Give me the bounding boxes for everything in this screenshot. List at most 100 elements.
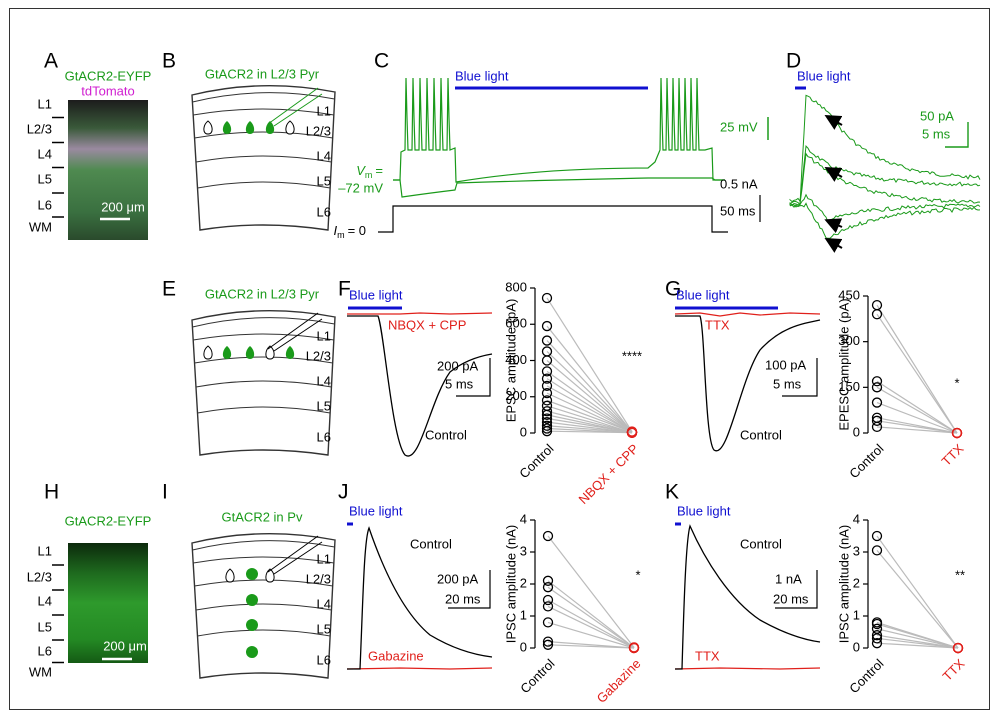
voltage-trace	[393, 177, 725, 198]
y-tick-label: 200	[505, 388, 527, 403]
pair-line	[546, 410, 633, 434]
dot	[871, 397, 883, 408]
dot	[871, 630, 883, 641]
dot	[871, 309, 883, 320]
scale-label: 200 μm	[101, 199, 145, 214]
y-tick-label: 2	[853, 575, 860, 590]
pair-line	[546, 340, 633, 433]
layer-labels: L1 L2/3 L4 L5 L6	[306, 103, 331, 219]
panel-letter: J	[338, 481, 349, 504]
x-category-label: Control	[517, 656, 557, 696]
y-tick-label: 400	[505, 352, 527, 367]
layer-label: L5	[38, 171, 52, 186]
slice-diagram	[191, 309, 336, 456]
scale-label: 200 pA	[437, 358, 479, 373]
y-tick-label: 0	[853, 424, 860, 439]
trace-label: Control	[410, 536, 452, 551]
pair-line	[546, 351, 633, 433]
y-tick-label: 0	[520, 424, 527, 439]
pair-line	[546, 399, 633, 433]
dot	[871, 530, 883, 542]
dot	[871, 545, 883, 556]
micrograph	[68, 100, 148, 240]
pair-line	[546, 370, 633, 433]
dot	[626, 427, 638, 438]
scale-label: 5 ms	[445, 376, 474, 391]
pair-line	[876, 420, 958, 434]
trace	[675, 524, 821, 670]
layer-label: L2/3	[306, 348, 331, 363]
x-category-label: Gabazine	[594, 656, 644, 706]
scale-label: 25 mV	[720, 119, 758, 134]
y-tick-label: 800	[505, 279, 527, 294]
trace	[347, 312, 493, 315]
pair-line	[546, 392, 633, 434]
label: = 0	[348, 223, 366, 238]
layer-label: L6	[38, 197, 52, 212]
pair-line	[546, 417, 633, 433]
y-tick-label: 4	[853, 511, 860, 526]
dot	[541, 320, 553, 332]
traces	[789, 94, 981, 239]
layer-label: L5	[38, 619, 52, 634]
label: GtACR2-EYFP	[65, 513, 152, 528]
dot	[541, 373, 553, 384]
layer-label: L5	[317, 621, 331, 636]
y-tick-label: 0	[853, 639, 860, 654]
panel-title: GtACR2 in L2/3 Pyr	[205, 286, 320, 301]
dot	[871, 421, 883, 433]
slice-diagram	[191, 84, 336, 231]
layer-label: L6	[317, 652, 331, 667]
arrows	[824, 115, 843, 253]
trace	[346, 667, 493, 670]
pair-line	[876, 535, 959, 649]
dot	[541, 406, 553, 417]
pair-line	[876, 642, 959, 649]
y-tick-label: 4	[520, 511, 527, 526]
dot	[541, 366, 553, 377]
dot	[542, 639, 554, 650]
layer-label: WM	[29, 664, 52, 679]
trace	[789, 152, 981, 208]
dot	[542, 530, 554, 542]
dot	[541, 413, 553, 424]
trace	[789, 202, 981, 239]
drug-label: TTX	[705, 317, 730, 332]
pair-line	[547, 586, 635, 649]
layer-labels: L1 L2/3 L4 L5 L6 WM	[27, 543, 64, 679]
trace-label: Control	[740, 536, 782, 551]
scale-label: 200 μm	[103, 638, 147, 653]
label: –72 mV	[338, 180, 383, 195]
layer-label: L4	[317, 148, 331, 163]
y-tick-label: 2	[520, 575, 527, 590]
layer-label: L1	[38, 96, 52, 111]
y-axis-label: EPSC amplitude (pA)	[503, 299, 518, 423]
panel-letter: G	[665, 278, 681, 301]
y-tick-label: 3	[520, 543, 527, 558]
dot	[541, 423, 553, 434]
pair-line	[546, 385, 633, 433]
dot	[542, 594, 554, 606]
panel-letter: F	[338, 278, 351, 301]
layer-label: L5	[317, 398, 331, 413]
dot	[542, 601, 554, 612]
dot	[542, 582, 554, 593]
layer-label: L1	[38, 543, 52, 558]
y-tick-label: 300	[838, 333, 860, 348]
panel-letter: D	[786, 50, 801, 73]
y-tick-label: 600	[505, 316, 527, 331]
layer-labels: L1 L2/3 L4 L5 L6	[306, 328, 331, 444]
label: GtACR2-EYFP	[65, 68, 152, 83]
dot	[541, 387, 553, 399]
dot	[541, 380, 553, 392]
panel-letter: C	[374, 50, 389, 73]
x-category-label: TTX	[939, 441, 967, 469]
trace	[674, 312, 821, 317]
stimulus-label: Blue light	[455, 68, 509, 83]
panel-letter: I	[162, 481, 168, 504]
label: m	[365, 170, 373, 180]
pair-line	[876, 426, 958, 434]
scale-label: 5 ms	[922, 126, 951, 141]
layer-label: L4	[317, 596, 331, 611]
